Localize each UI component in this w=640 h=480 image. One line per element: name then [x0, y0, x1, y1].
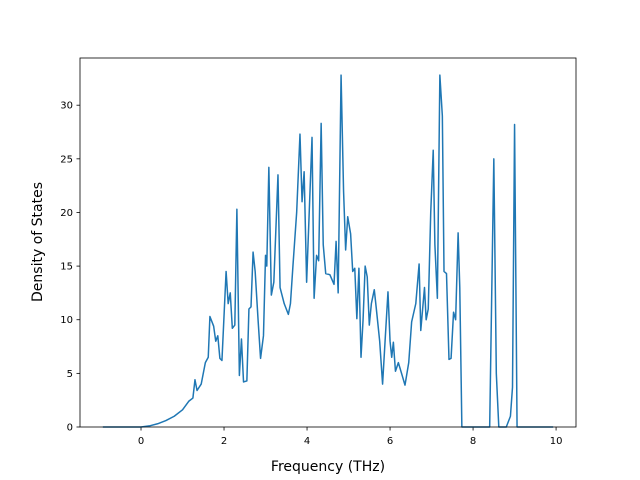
line-series: [102, 74, 554, 428]
y-tick-label: 5: [67, 369, 73, 380]
y-tick-label: 30: [60, 101, 73, 112]
plot-frame: [79, 57, 577, 428]
y-tick-label: 20: [60, 208, 73, 219]
x-tick-label: 2: [221, 436, 227, 447]
y-tick-label: 15: [60, 262, 73, 273]
x-tick-label: 4: [304, 436, 310, 447]
x-tick-label: 6: [387, 436, 393, 447]
y-tick-label: 0: [67, 423, 73, 434]
x-axis-label: Frequency (THz): [271, 459, 385, 475]
x-tick-label: 10: [550, 436, 563, 447]
y-tick-label: 10: [60, 315, 73, 326]
y-tick-label: 25: [60, 154, 73, 165]
y-axis-label: Density of States: [30, 182, 46, 302]
x-tick-label: 0: [138, 436, 144, 447]
x-tick-label: 8: [470, 436, 476, 447]
